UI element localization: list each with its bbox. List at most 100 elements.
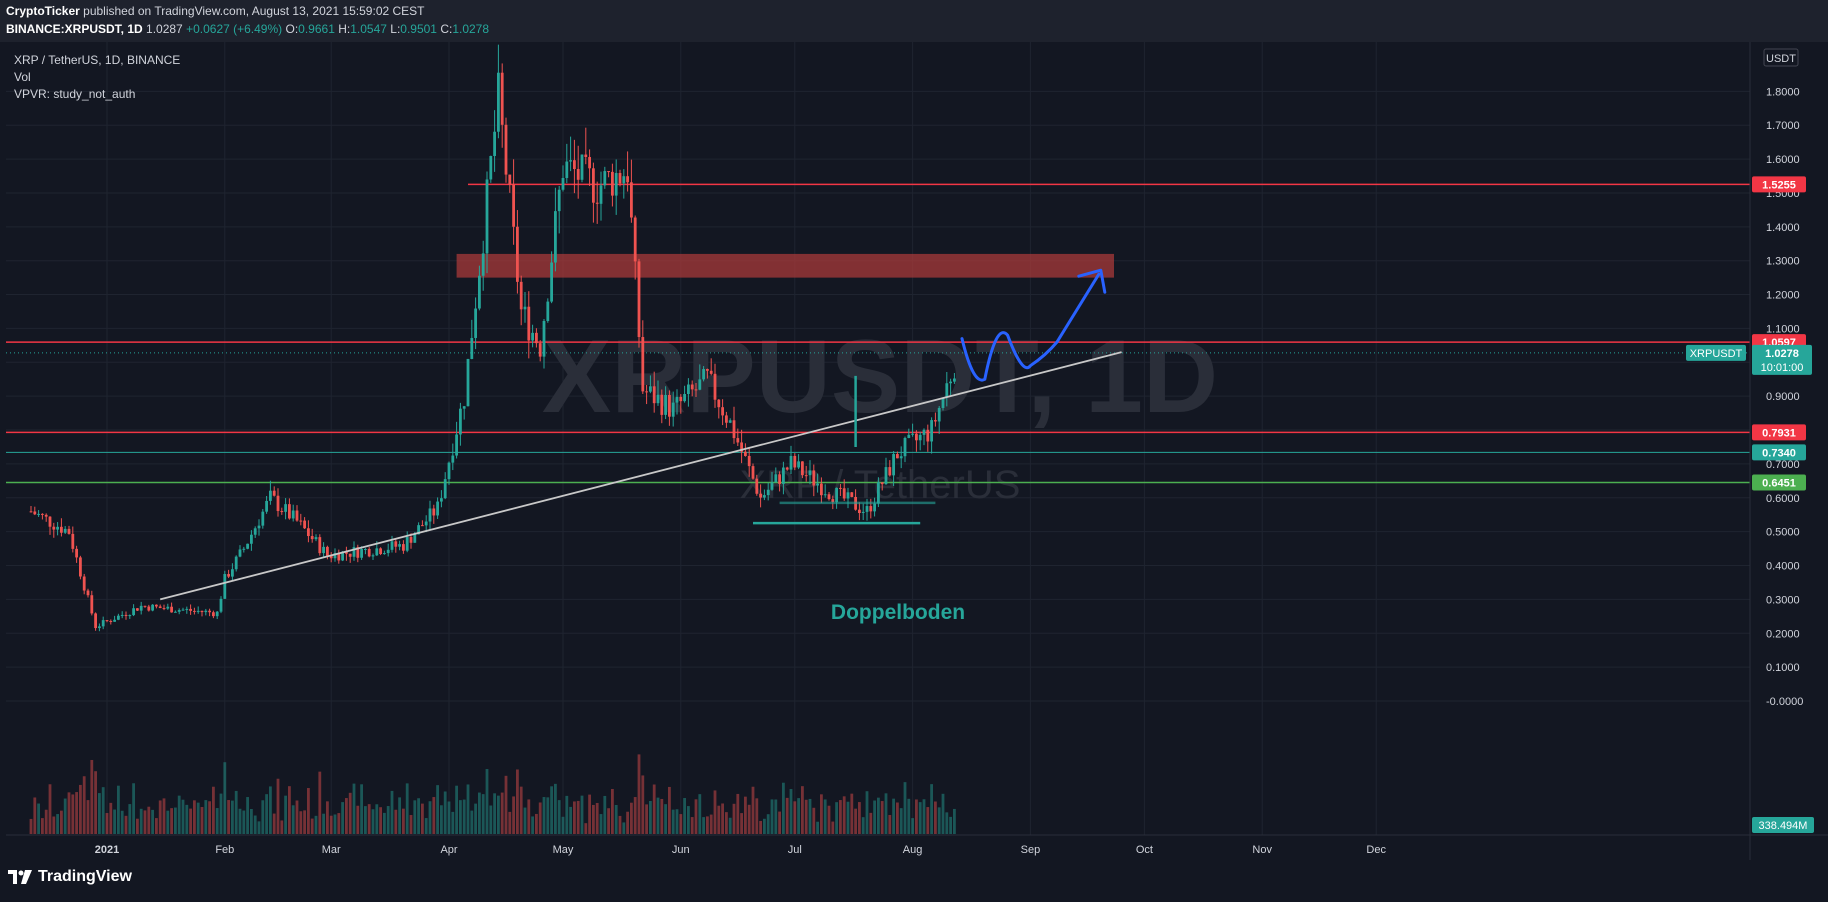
projection-path[interactable] <box>960 272 1101 382</box>
resistance-zone-rect[interactable] <box>456 253 1115 278</box>
volume-bar <box>664 804 667 834</box>
candle-body <box>261 511 265 526</box>
candle-body <box>151 604 154 611</box>
symbol-name[interactable]: BINANCE:XRPUSDT, 1D <box>6 22 143 36</box>
candle-body <box>60 526 63 533</box>
x-tick-label: Feb <box>215 844 234 856</box>
volume-bar <box>630 802 633 834</box>
price-chart[interactable]: XRPUSDT, 1D XRP / TetherUS Doppelboden 1… <box>0 42 1828 902</box>
volume-bar <box>348 792 352 834</box>
volume-bar <box>208 801 211 834</box>
candle-body <box>128 615 132 617</box>
symbol-tag-text: XRPUSDT <box>1690 348 1743 360</box>
candle-body <box>858 509 861 514</box>
candle-body <box>155 604 158 607</box>
candle-body <box>516 226 519 282</box>
volume-bar <box>177 795 181 834</box>
candle-body <box>880 482 884 485</box>
volume-bar <box>869 812 873 834</box>
candle-body <box>455 434 458 456</box>
y-tick-label: 0.9000 <box>1766 391 1800 403</box>
price-label-box <box>1752 474 1806 491</box>
volume-bar <box>326 801 329 834</box>
candle-body <box>105 620 109 622</box>
volume-bar <box>284 795 287 834</box>
volume-bar <box>242 810 246 834</box>
legend-vpvr[interactable]: VPVR: study_not_auth <box>14 87 136 101</box>
volume-bar <box>109 802 113 834</box>
resistance-zone[interactable] <box>456 253 1115 278</box>
candle-body <box>493 131 496 157</box>
candle-body <box>918 434 922 441</box>
candle-body <box>223 574 227 599</box>
drawings[interactable] <box>159 268 1122 601</box>
volume-bar <box>660 798 664 834</box>
y-tick-label: 0.3000 <box>1766 594 1800 606</box>
price-label-box <box>1752 444 1806 461</box>
volume-bar <box>637 754 641 834</box>
open-value: 0.9661 <box>298 22 335 36</box>
volume-bar <box>227 800 230 834</box>
candle-body <box>405 537 409 551</box>
candle-body <box>668 394 671 417</box>
volume-bar <box>318 771 322 834</box>
candle-body <box>861 511 865 514</box>
volume-bar <box>831 821 835 834</box>
volume-bar <box>850 793 854 834</box>
volume-bar <box>888 814 892 834</box>
publisher-name[interactable]: CryptoTicker <box>6 4 80 18</box>
volume-bar <box>550 786 553 834</box>
volume-bar <box>181 799 185 834</box>
volume-bar <box>307 788 310 834</box>
volume-bar <box>611 788 614 834</box>
volume-bar <box>649 800 652 834</box>
volume-bar <box>687 806 690 834</box>
candle-body <box>402 544 405 551</box>
candle-body <box>892 454 895 476</box>
trendline[interactable] <box>159 351 1122 601</box>
volume-bar <box>352 783 356 834</box>
candle-body <box>162 608 166 610</box>
volume-bar <box>755 798 759 834</box>
candle-body <box>554 211 557 263</box>
volume-bar <box>364 806 367 834</box>
candle-body <box>842 488 846 499</box>
volume-bar <box>288 786 291 834</box>
candle-body <box>413 534 417 543</box>
last-price: 1.0287 <box>146 22 183 36</box>
candle-body <box>747 455 751 467</box>
footer-brand-name[interactable]: TradingView <box>38 868 132 885</box>
volume-bar <box>652 784 656 834</box>
volume-bar <box>706 816 709 834</box>
volume-bar <box>911 818 914 834</box>
candle-body <box>485 179 489 254</box>
candle-body <box>352 547 356 557</box>
candle-body <box>364 548 367 550</box>
volume-bar <box>801 786 804 834</box>
candle-body <box>546 301 550 322</box>
candle-body <box>310 536 314 540</box>
publication-line: CryptoTicker published on TradingView.co… <box>6 4 425 18</box>
volume-bar <box>269 786 272 834</box>
volume-bar <box>417 798 420 834</box>
volume-bar <box>930 784 933 834</box>
candle-body <box>702 369 705 380</box>
volume-bar <box>698 794 702 834</box>
doppelboden-annotation[interactable]: Doppelboden <box>831 601 965 624</box>
volume-bar <box>360 784 363 834</box>
legend-volume[interactable]: Vol <box>14 70 31 84</box>
legend-title[interactable]: XRP / TetherUS, 1D, BINANCE <box>14 53 181 67</box>
candle-body <box>694 389 698 391</box>
candle-body <box>56 526 59 530</box>
volume-bar <box>299 811 303 834</box>
candle-body <box>147 606 151 611</box>
time-axis[interactable]: 2021 Feb Mar Apr May Jun Jul Aug Sep Oct Nov Dec <box>95 844 1387 856</box>
volume-bar <box>873 800 876 834</box>
candle-body <box>782 467 785 484</box>
candle-body <box>595 202 599 204</box>
volume-bar <box>390 790 394 834</box>
volume-bar <box>766 814 770 834</box>
candle-body <box>143 605 147 607</box>
volume-bar <box>246 797 249 834</box>
volume-bar <box>645 804 648 834</box>
